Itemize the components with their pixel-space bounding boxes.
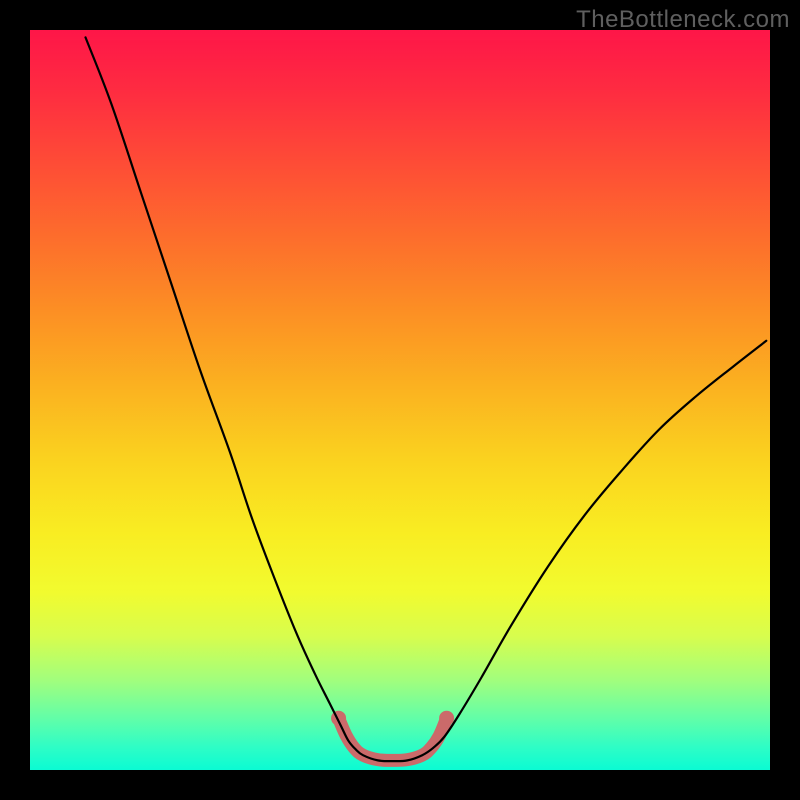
highlight-endcap-right: [439, 711, 454, 726]
bottleneck-curve-chart: [0, 0, 800, 800]
chart-frame: TheBottleneck.com: [0, 0, 800, 800]
gradient-background: [30, 30, 770, 770]
